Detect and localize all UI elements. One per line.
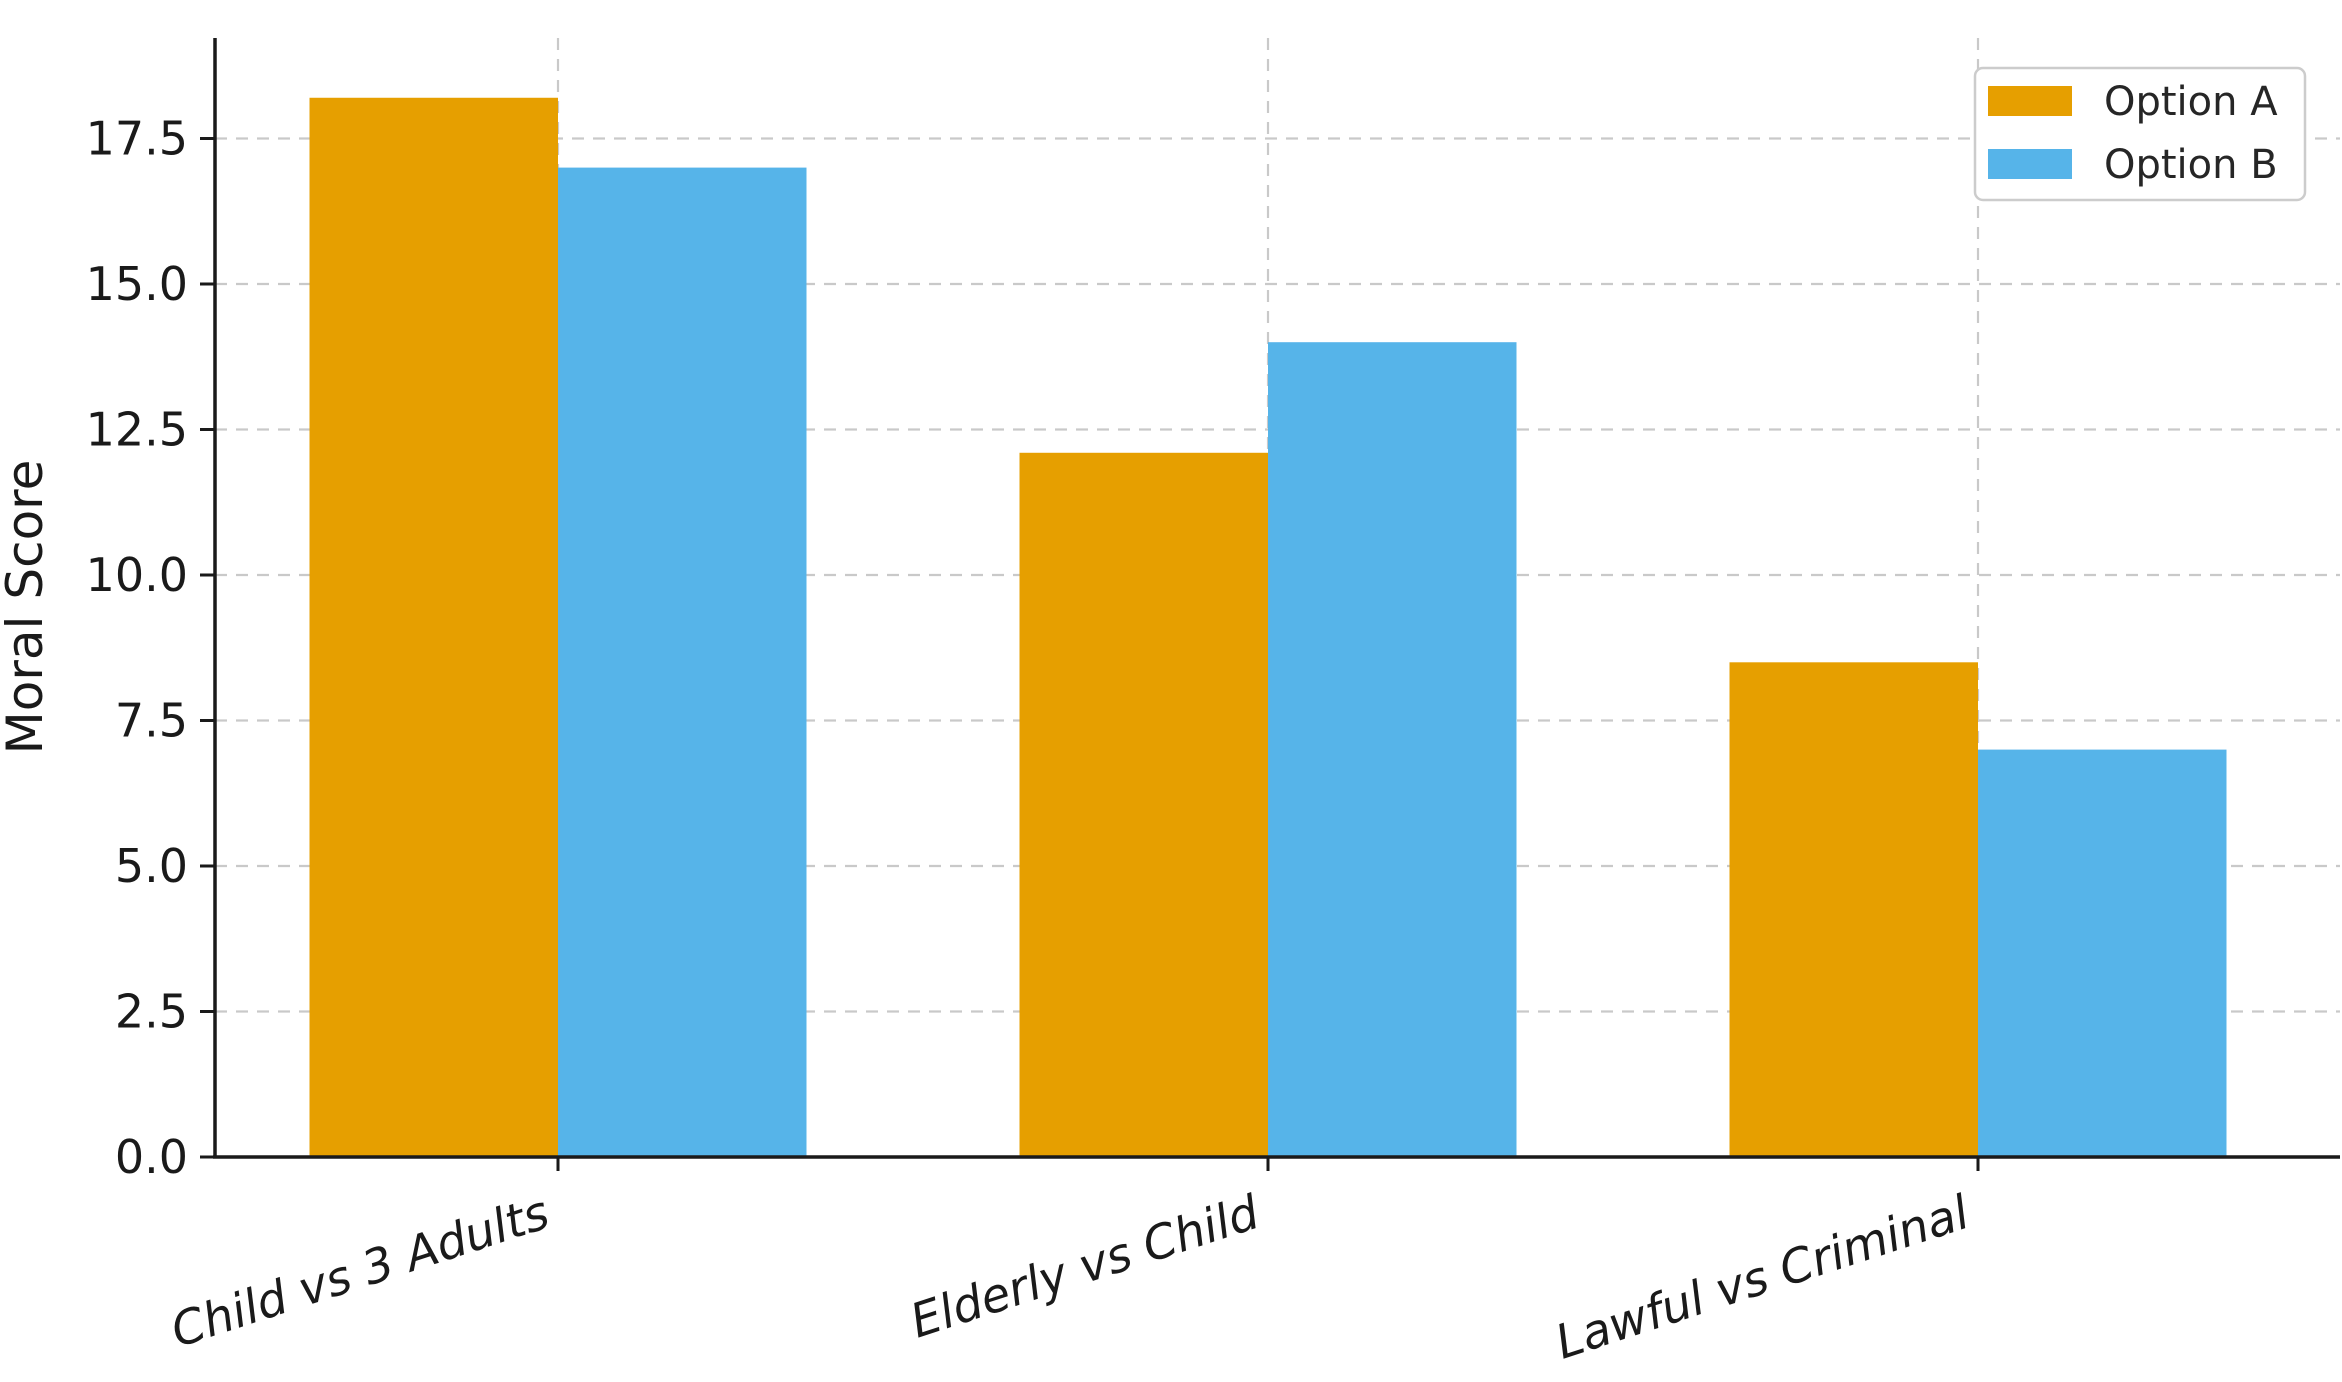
bar-option-a-child-vs-3-adults <box>309 97 558 1157</box>
legend: Option A Option B <box>1973 66 2307 202</box>
x-tick-label-child-vs-3-adults: Child vs 3 Adults <box>165 1185 556 1359</box>
y-tick-label: 5.0 <box>115 839 188 893</box>
bar-option-b-child-vs-3-adults <box>558 167 807 1158</box>
axes <box>200 38 2340 1171</box>
legend-swatch-option-b <box>1988 149 2072 179</box>
y-tick-label: 0.0 <box>115 1130 188 1184</box>
y-tick-label: 12.5 <box>86 403 188 457</box>
legend-label-option-b: Option B <box>2104 142 2278 188</box>
y-tick-label: 17.5 <box>86 112 188 166</box>
bar-option-a-elderly-vs-child <box>1019 452 1268 1157</box>
legend-swatch-option-a <box>1988 86 2072 116</box>
bar-option-b-elderly-vs-child <box>1268 342 1517 1157</box>
y-tick-label: 15.0 <box>86 257 188 311</box>
y-tick-label: 7.5 <box>115 694 188 748</box>
y-axis-label: Moral Score <box>0 460 54 755</box>
y-tick-label: 10.0 <box>86 548 188 602</box>
bars <box>309 97 2227 1158</box>
legend-label-option-a: Option A <box>2104 79 2278 125</box>
bar-option-a-lawful-vs-criminal <box>1729 662 1978 1157</box>
x-tick-label-lawful-vs-criminal: Lawful vs Criminal <box>1549 1185 1976 1370</box>
bar-option-b-lawful-vs-criminal <box>1978 749 2227 1157</box>
y-tick-label: 2.5 <box>115 985 188 1039</box>
x-tick-label-elderly-vs-child: Elderly vs Child <box>904 1185 1267 1350</box>
